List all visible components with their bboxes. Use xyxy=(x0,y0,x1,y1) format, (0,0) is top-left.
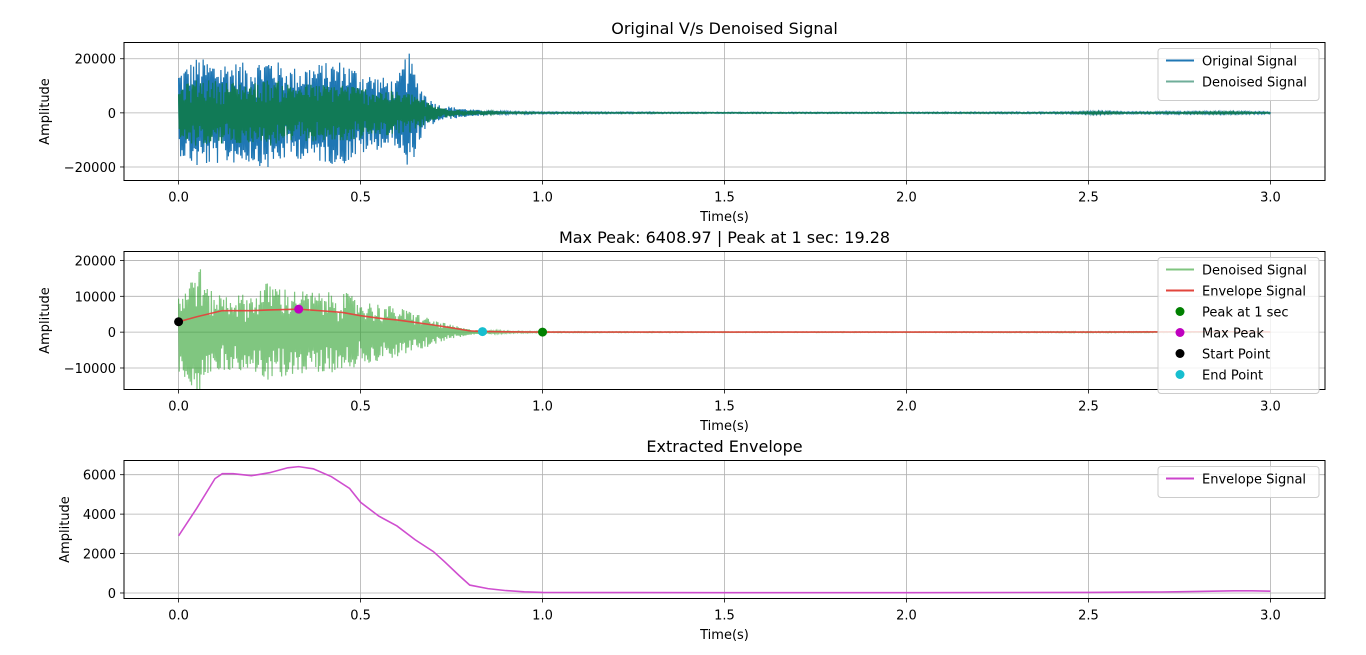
y-tick-label: −20000 xyxy=(64,161,116,176)
legend-box xyxy=(1157,466,1320,498)
x-tick-label: 0.5 xyxy=(350,609,371,624)
legend-label: Envelope Signal xyxy=(1202,473,1306,488)
marker-end-point xyxy=(477,327,487,337)
y-tick-label: 0 xyxy=(108,587,116,602)
legend-label: Peak at 1 sec xyxy=(1202,306,1289,321)
y-axis-label: Amplitude xyxy=(38,287,53,354)
y-axis-label: Amplitude xyxy=(38,78,53,145)
extracted-envelope-panel: Extracted Envelope 0.0 0.5 1.0 1.5 2.0 2.5 3.0… xyxy=(58,437,1326,643)
legend-swatch xyxy=(1175,307,1185,316)
panel-title: Extracted Envelope xyxy=(646,437,802,456)
legend-label: Max Peak xyxy=(1202,327,1264,342)
marker-peak-at-1-sec xyxy=(538,327,548,337)
series-line-envelope-signal xyxy=(177,465,1271,594)
legend-label: Envelope Signal xyxy=(1202,285,1306,300)
x-tick-label: 0.0 xyxy=(168,191,189,206)
x-axis-label: Time(s) xyxy=(699,628,749,643)
y-tick-label: 20000 xyxy=(75,254,116,269)
y-tick-label: −10000 xyxy=(64,362,116,377)
panel-title: Original V/s Denoised Signal xyxy=(611,19,838,38)
x-tick-label: 1.5 xyxy=(714,609,735,624)
marker-start-point xyxy=(174,317,184,327)
series-line-envelope-signal xyxy=(178,308,1271,333)
legend-swatch xyxy=(1175,349,1185,358)
x-tick-label: 2.0 xyxy=(896,191,917,206)
x-tick-label: 0.0 xyxy=(168,609,189,624)
x-tick-label: 1.0 xyxy=(532,400,553,415)
x-axis-label: Time(s) xyxy=(699,419,749,434)
y-tick-label: 4000 xyxy=(83,508,116,523)
x-tick-label: 0.5 xyxy=(350,191,371,206)
legend-label: Denoised Signal xyxy=(1202,76,1307,91)
y-tick-label: 10000 xyxy=(75,290,116,305)
legend-box xyxy=(1157,48,1320,101)
legend-label: Start Point xyxy=(1202,348,1270,363)
panel-title: Max Peak: 6408.97 | Peak at 1 sec: 19.28 xyxy=(559,228,890,247)
y-tick-label: 2000 xyxy=(83,548,116,563)
legend-swatch xyxy=(1175,328,1185,337)
x-tick-label: 3.0 xyxy=(1260,609,1281,624)
x-tick-label: 3.0 xyxy=(1260,191,1281,206)
y-tick-label: 6000 xyxy=(83,469,116,484)
legend-box xyxy=(1157,257,1320,394)
y-tick-label: 0 xyxy=(108,326,116,341)
marker-max-peak xyxy=(294,304,304,314)
x-tick-label: 0.5 xyxy=(350,400,371,415)
legend-label: Original Signal xyxy=(1202,55,1297,70)
x-tick-label: 1.5 xyxy=(714,400,735,415)
x-tick-label: 2.0 xyxy=(896,400,917,415)
x-tick-label: 2.5 xyxy=(1078,191,1099,206)
y-tick-label: 0 xyxy=(108,107,116,122)
x-tick-label: 2.5 xyxy=(1078,609,1099,624)
x-tick-label: 2.0 xyxy=(896,609,917,624)
x-tick-label: 1.5 xyxy=(714,191,735,206)
legend-swatch xyxy=(1175,370,1185,379)
original-vs-denoised-panel: Original V/s Denoised Signal 0.0 0.5 1.0 1.… xyxy=(38,19,1326,225)
x-axis-label: Time(s) xyxy=(699,210,749,225)
x-tick-label: 3.0 xyxy=(1260,400,1281,415)
x-tick-label: 0.0 xyxy=(168,400,189,415)
series-line-denoised-signal xyxy=(177,80,1271,146)
legend-label: End Point xyxy=(1202,369,1263,384)
x-tick-label: 1.0 xyxy=(532,191,553,206)
y-tick-label: 20000 xyxy=(75,53,116,68)
x-tick-label: 2.5 xyxy=(1078,400,1099,415)
legend-label: Denoised Signal xyxy=(1202,264,1307,279)
envelope-peaks-panel: Max Peak: 6408.97 | Peak at 1 sec: 19.28… xyxy=(38,228,1326,434)
y-axis-label: Amplitude xyxy=(58,496,73,563)
x-tick-label: 1.0 xyxy=(532,609,553,624)
